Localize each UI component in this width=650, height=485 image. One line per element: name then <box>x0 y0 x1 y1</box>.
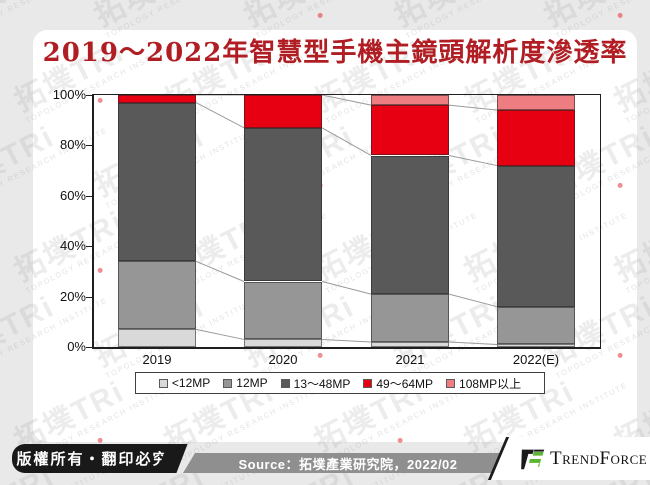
legend-item: <12MP <box>158 376 211 390</box>
bar-segment <box>497 306 575 345</box>
legend-swatch <box>446 378 456 388</box>
bar-segment <box>497 95 575 111</box>
legend-swatch <box>280 378 290 388</box>
source-text: Source：拓墣產業研究院，2022/02 <box>238 456 458 472</box>
legend-label: <12MP <box>171 376 211 390</box>
y-tick-label: 60% <box>59 187 86 203</box>
y-tick-mark <box>86 195 92 197</box>
legend-item: 108MP以上 <box>446 375 521 392</box>
trendforce-logo-icon <box>521 447 545 471</box>
y-tick-mark <box>86 145 92 147</box>
x-category-label: 2022(E) <box>512 352 560 367</box>
y-tick-label: 0% <box>67 339 86 354</box>
legend-label: 12MP <box>236 376 268 390</box>
legend-label: 49～64MP <box>376 376 434 391</box>
plot-area <box>92 94 601 349</box>
bar-segment <box>244 281 322 340</box>
bar-segment <box>497 344 575 347</box>
bar-segment <box>244 127 322 282</box>
bar-segment <box>371 155 449 295</box>
bar-segment <box>118 329 196 347</box>
legend-swatch <box>223 378 233 388</box>
legend-label: 108MP以上 <box>459 376 522 391</box>
bar-segment <box>371 294 449 342</box>
y-tick-label: 100% <box>52 87 86 102</box>
legend-item: 12MP <box>223 376 268 390</box>
legend-label: 13～48MP <box>293 376 351 391</box>
footer-copyright: 版權所有・翻印必究 <box>12 444 174 473</box>
bar-segment <box>371 341 449 347</box>
legend-swatch <box>363 378 373 388</box>
legend-swatch <box>158 378 168 388</box>
y-tick-label: 20% <box>59 288 86 304</box>
bar-segment <box>497 165 575 307</box>
y-tick-mark <box>86 246 92 248</box>
y-tick-mark <box>86 347 92 348</box>
bar-segment <box>371 95 449 106</box>
bar-segment <box>118 95 196 103</box>
copyright-text: 版權所有・翻印必究 <box>16 451 170 468</box>
bar-segment <box>371 105 449 156</box>
series-connector-lines <box>195 95 498 345</box>
legend-box: <12MP 12MP 13～48MP 49～64MP 108MP以上 <box>135 372 545 394</box>
legend-item: 13～48MP <box>280 375 351 392</box>
brand-text: TrendForce <box>550 447 648 469</box>
y-tick-label: 80% <box>59 137 86 153</box>
y-tick-mark <box>86 296 92 298</box>
chart-title: 2019～2022年智慧型手機主鏡頭解析度滲透率 <box>42 38 628 68</box>
bar-segment <box>118 261 196 330</box>
x-category-label: 2021 <box>395 352 425 367</box>
x-category-label: 2020 <box>268 352 298 367</box>
footer-source-bar: Source：拓墣產業研究院，2022/02 <box>183 453 513 473</box>
legend-item: 49～64MP <box>363 375 433 392</box>
bar-segment <box>244 339 322 347</box>
y-tick-label: 40% <box>59 238 86 254</box>
bar-segment <box>244 95 322 128</box>
bar-segment <box>118 102 196 262</box>
bar-segment <box>497 110 575 166</box>
y-tick-mark <box>86 95 92 96</box>
x-category-label: 2019 <box>142 352 172 367</box>
trendforce-logo: TrendForce <box>490 437 650 480</box>
